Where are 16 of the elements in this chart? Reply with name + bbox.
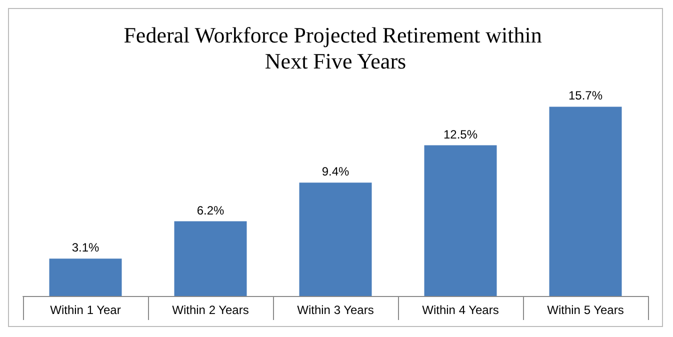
- bar: [49, 258, 122, 296]
- x-tick-label: Within 3 Years: [297, 303, 374, 317]
- chart-title: Federal Workforce Projected Retirement within Next Five Years: [124, 22, 548, 74]
- bar: [549, 106, 622, 296]
- data-label: 15.7%: [568, 88, 603, 103]
- x-tick-label: Within 1 Year: [50, 303, 121, 317]
- data-label: 12.5%: [443, 127, 478, 142]
- data-label: 9.4%: [322, 164, 350, 179]
- data-label: 3.1%: [72, 240, 100, 255]
- x-tick-label: Within 5 Years: [547, 303, 624, 317]
- bar: [299, 182, 372, 296]
- x-tick-label: Within 2 Years: [172, 303, 249, 317]
- bar: [174, 221, 247, 296]
- bar: [424, 145, 497, 296]
- x-tick-label: Within 4 Years: [422, 303, 499, 317]
- data-label: 6.2%: [196, 203, 224, 218]
